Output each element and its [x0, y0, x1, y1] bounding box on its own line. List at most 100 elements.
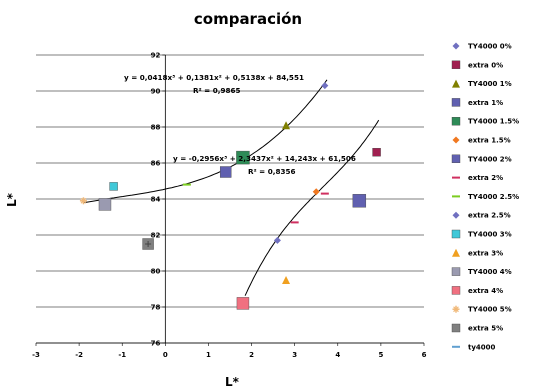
legend-item: TY4000 1%	[452, 79, 512, 88]
x-tick-label: -1	[118, 351, 126, 359]
trendline-1-equation: y = 0,0418x³ + 0,1381x² + 0,5138x + 84,5…	[124, 73, 304, 82]
legend-item: extra 1.5%	[452, 136, 511, 145]
trendline-2-r2: R² = 0,8356	[248, 167, 295, 176]
data-point	[372, 147, 381, 157]
y-tick-label: 76	[151, 340, 161, 348]
legend-marker	[451, 267, 461, 276]
data-point	[312, 188, 320, 196]
legend-item: extra 2.5%	[452, 211, 511, 220]
x-tick-label: 1	[206, 351, 211, 359]
legend-marker	[451, 323, 461, 333]
legend-marker	[451, 154, 461, 164]
legend-item: extra 0%	[451, 60, 503, 69]
x-tick-label: 3	[292, 351, 297, 359]
y-tick-label: 78	[151, 304, 161, 312]
legend-marker	[451, 98, 461, 107]
legend-item: TY4000 2.5%	[452, 193, 519, 201]
data-point	[182, 183, 191, 186]
data-point	[290, 221, 299, 224]
legend-label: TY4000 0%	[468, 43, 512, 51]
y-tick-label: 86	[151, 160, 161, 168]
legend-marker	[452, 305, 460, 313]
data-points	[79, 82, 381, 310]
legend-label: extra 4%	[468, 287, 503, 295]
x-tick-label: -3	[32, 351, 40, 359]
legend-label: extra 1.5%	[468, 137, 511, 145]
data-point	[282, 276, 291, 284]
data-point	[273, 236, 281, 244]
legend: TY4000 0% extra 0% TY4000 1% extra 1% TY4000…	[451, 42, 519, 351]
legend-marker	[451, 116, 461, 126]
legend-marker	[452, 211, 460, 219]
legend-label: TY4000 2.5%	[468, 193, 519, 201]
data-point	[352, 194, 367, 208]
trendline-2-equation: y = -0,2956x³ + 2,3437x² + 14,243x + 61,…	[173, 154, 356, 163]
y-ticks: 76 78 80 82 84 86 88 90 92	[151, 52, 166, 348]
data-point	[282, 121, 291, 130]
trendline-1	[83, 79, 328, 204]
x-tick-label: 0	[163, 351, 168, 359]
x-axis-label: L*	[225, 375, 240, 387]
legend-marker	[452, 195, 460, 198]
legend-item: TY4000 0%	[452, 42, 512, 51]
data-point	[236, 150, 250, 165]
y-tick-label: 90	[151, 88, 161, 96]
y-tick-label: 84	[151, 196, 161, 204]
data-point	[98, 198, 112, 211]
x-tick-label: 5	[378, 351, 383, 359]
legend-item: extra 3%	[452, 248, 503, 257]
data-point	[219, 166, 232, 178]
legend-marker	[451, 60, 461, 69]
legend-marker	[452, 248, 460, 257]
legend-label: extra 2%	[468, 174, 503, 182]
data-point	[109, 182, 118, 191]
legend-item: extra 1%	[451, 98, 503, 107]
x-tick-label: -2	[75, 351, 83, 359]
legend-label: extra 2.5%	[468, 212, 511, 220]
y-tick-label: 92	[151, 52, 161, 60]
y-axis-label: L*	[5, 192, 19, 207]
legend-marker	[452, 79, 460, 88]
legend-marker	[452, 176, 460, 179]
legend-label: TY4000 2%	[468, 155, 512, 163]
data-point	[320, 192, 329, 195]
legend-item: extra 2%	[452, 174, 503, 182]
legend-item: TY4000 2%	[451, 154, 512, 164]
x-tick-label: 6	[422, 351, 427, 359]
trendlines	[83, 79, 380, 296]
legend-item: TY4000 3%	[451, 229, 512, 239]
trendline-1-r2: R² = 0,9865	[193, 86, 240, 95]
chart-title: comparación	[194, 10, 302, 28]
x-tick-label: 2	[249, 351, 254, 359]
x-ticks: -3 -2 -1 0 1 2 3 4 5 6	[32, 343, 427, 359]
legend-label: extra 3%	[468, 249, 503, 257]
y-tick-label: 88	[151, 124, 161, 132]
legend-label: ty4000	[468, 343, 496, 351]
data-point	[321, 82, 329, 90]
trendline-2	[244, 119, 380, 296]
y-tick-label: 80	[151, 268, 161, 276]
x-tick-label: 4	[335, 351, 340, 359]
legend-item: TY4000 5%	[452, 305, 512, 314]
legend-marker	[452, 42, 460, 50]
legend-item: ty4000	[452, 343, 496, 351]
legend-label: TY4000 4%	[468, 268, 512, 276]
legend-marker	[452, 136, 460, 144]
legend-label: TY4000 3%	[468, 231, 512, 239]
y-tick-label: 82	[151, 232, 161, 240]
data-point	[79, 197, 87, 205]
legend-label: extra 1%	[468, 99, 503, 107]
legend-label: extra 5%	[468, 325, 503, 333]
legend-marker	[451, 229, 461, 239]
legend-label: TY4000 5%	[468, 306, 512, 314]
legend-item: extra 4%	[451, 286, 503, 295]
legend-marker	[451, 286, 461, 295]
legend-label: extra 0%	[468, 61, 503, 69]
legend-item: extra 5%	[451, 323, 503, 333]
legend-marker	[452, 345, 460, 348]
legend-label: TY4000 1.5%	[468, 118, 519, 126]
data-point	[236, 297, 250, 310]
legend-label: TY4000 1%	[468, 80, 512, 88]
legend-item: TY4000 4%	[451, 267, 512, 276]
